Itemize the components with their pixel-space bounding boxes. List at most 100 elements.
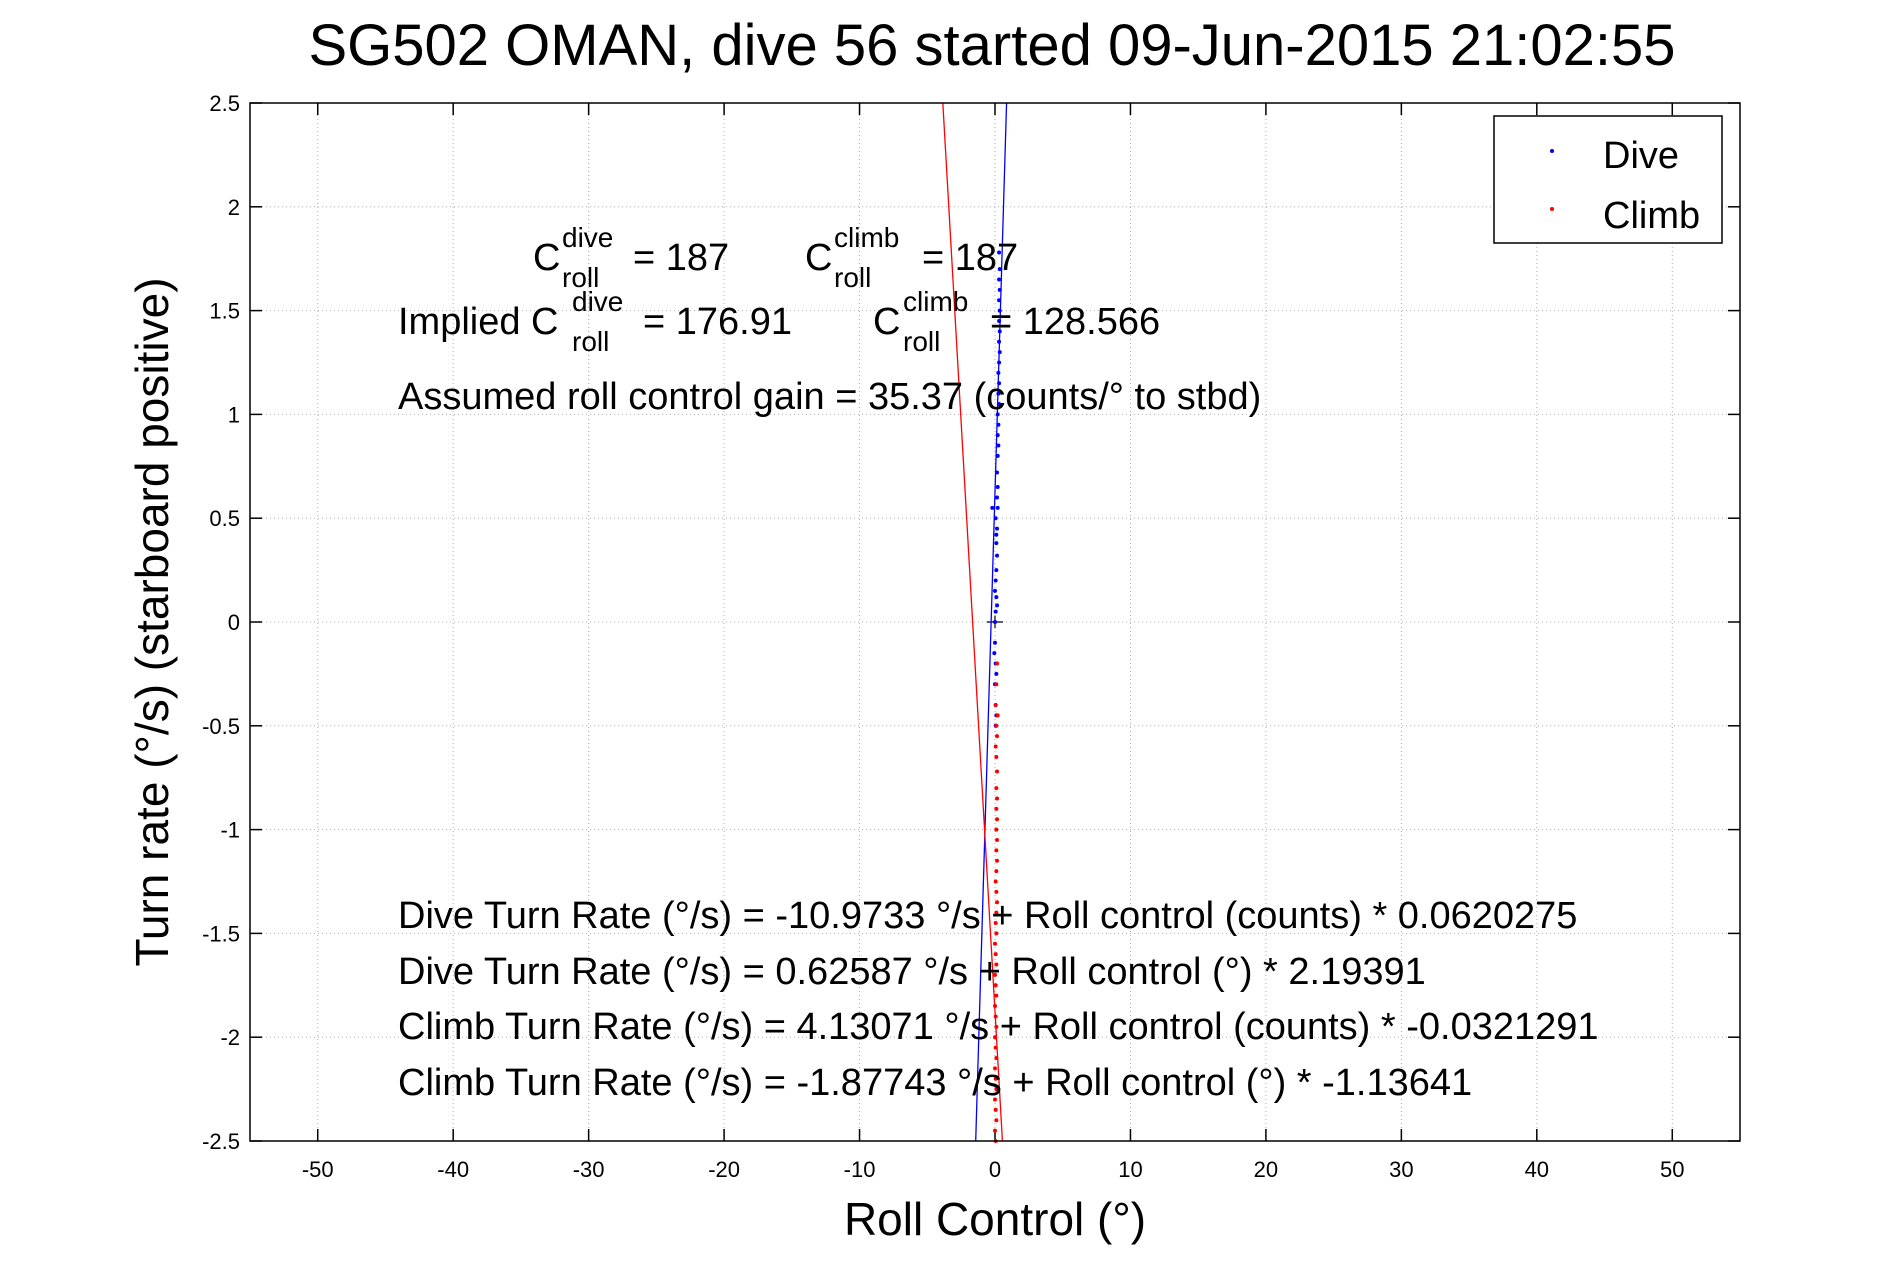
point-dive xyxy=(993,516,998,521)
point-climb xyxy=(993,921,998,926)
implied-dive-value: = 176.91 xyxy=(643,301,792,343)
point-climb xyxy=(993,1035,997,1040)
point-climb xyxy=(993,941,997,946)
equation-dive-degrees: Dive Turn Rate (°/s) = 0.62587 °/s + Rol… xyxy=(398,951,1426,993)
chart-title: SG502 OMAN, dive 56 started 09-Jun-2015 … xyxy=(308,13,1675,78)
point-climb xyxy=(994,723,999,728)
point-dive xyxy=(990,505,995,510)
y-tick-label: -1.5 xyxy=(202,921,240,946)
x-tick-label: -20 xyxy=(708,1157,740,1182)
point-climb xyxy=(994,869,999,874)
y-tick-label: 0.5 xyxy=(209,506,240,531)
implied-dive-sup: dive xyxy=(572,286,623,317)
c-roll-climb-label: C xyxy=(805,237,832,279)
point-climb xyxy=(995,900,1000,905)
point-climb xyxy=(993,1014,998,1019)
point-climb xyxy=(994,962,999,967)
point-dive xyxy=(997,277,1002,282)
point-dive xyxy=(995,505,1000,510)
point-dive xyxy=(997,318,1002,323)
point-dive xyxy=(994,595,999,600)
point-climb xyxy=(993,703,998,708)
point-dive xyxy=(993,588,997,593)
point-climb xyxy=(993,1097,997,1102)
point-climb xyxy=(993,1107,998,1112)
x-tick-label: 10 xyxy=(1118,1157,1142,1182)
point-climb xyxy=(995,769,1000,774)
x-tick-label: 0 xyxy=(989,1157,1001,1182)
point-dive xyxy=(993,640,997,645)
y-tick-label: -2 xyxy=(220,1025,240,1050)
point-climb xyxy=(995,858,1000,863)
implied-climb-value: = 128.566 xyxy=(990,301,1160,343)
point-dive xyxy=(995,470,1000,475)
point-climb xyxy=(994,786,999,791)
point-dive xyxy=(994,671,999,676)
point-climb xyxy=(995,661,1000,666)
x-tick-label: 20 xyxy=(1254,1157,1278,1182)
axis-ticks: -50 -40 -30 -20 -10 0 10 20 30 40 50-2.5-2-1.5-1-0… xyxy=(202,91,1740,1182)
point-climb xyxy=(994,993,999,998)
point-dive xyxy=(996,391,1001,396)
fit-lines xyxy=(942,102,1008,1142)
fit-line-climb xyxy=(942,102,1004,1142)
y-tick-label: 1 xyxy=(228,402,240,427)
point-climb xyxy=(993,1066,997,1071)
point-dive xyxy=(997,250,1002,255)
point-dive xyxy=(997,308,1002,313)
point-climb xyxy=(994,1118,999,1123)
y-tick-label: -2.5 xyxy=(202,1129,240,1154)
point-climb xyxy=(993,1076,998,1081)
c-roll-climb-sub: roll xyxy=(834,262,871,293)
point-dive xyxy=(993,578,998,583)
y-tick-label: 1.5 xyxy=(209,299,240,324)
point-dive xyxy=(993,609,998,614)
point-dive xyxy=(997,339,1002,344)
equation-climb-counts: Climb Turn Rate (°/s) = 4.13071 °/s + Ro… xyxy=(398,1006,1599,1048)
data-points xyxy=(990,250,1002,1143)
point-dive xyxy=(995,526,1000,531)
point-dive xyxy=(992,651,997,656)
implied-dive-sub: roll xyxy=(572,326,609,357)
point-dive xyxy=(995,412,1000,417)
c-roll-dive-label: C xyxy=(533,237,560,279)
point-climb xyxy=(993,1004,997,1009)
implied-prefix: Implied C xyxy=(398,301,559,343)
legend: Dive Climb xyxy=(1493,115,1723,244)
point-climb xyxy=(994,827,999,832)
fit-equations: Dive Turn Rate (°/s) = -10.9733 °/s + Ro… xyxy=(398,895,1599,1104)
point-climb xyxy=(994,1055,999,1060)
point-climb xyxy=(994,1024,999,1029)
point-dive xyxy=(994,532,999,537)
y-tick-label: 0 xyxy=(228,610,240,635)
gain-annotation: Assumed roll control gain = 35.37 (count… xyxy=(398,376,1261,418)
point-climb xyxy=(995,817,1000,822)
x-axis-label: Roll Control (°) xyxy=(844,1193,1146,1245)
c-roll-dive-sub: roll xyxy=(562,262,599,293)
point-dive xyxy=(997,350,1002,355)
point-dive xyxy=(997,381,1002,386)
point-climb xyxy=(993,879,998,884)
y-tick-label: 2.5 xyxy=(209,91,240,116)
point-climb xyxy=(993,972,997,977)
x-tick-label: -10 xyxy=(844,1157,876,1182)
point-dive xyxy=(997,402,1002,407)
x-tick-label: -50 xyxy=(302,1157,334,1182)
point-dive xyxy=(995,453,1000,458)
c-roll-climb-value: = 187 xyxy=(922,237,1018,279)
point-dive xyxy=(993,620,997,624)
point-dive xyxy=(996,443,1001,448)
y-tick-label: -0.5 xyxy=(202,714,240,739)
implied-climb-sup: climb xyxy=(903,286,968,317)
point-climb xyxy=(993,952,998,957)
point-dive xyxy=(995,495,1000,500)
point-climb xyxy=(994,754,999,759)
point-dive xyxy=(995,433,1000,438)
point-climb xyxy=(993,983,998,988)
x-tick-label: -30 xyxy=(573,1157,605,1182)
c-roll-annotations: C dive roll = 187 C climb roll = 187 Imp… xyxy=(398,222,1261,418)
point-climb xyxy=(995,796,1000,801)
point-climb xyxy=(994,1087,999,1092)
point-climb xyxy=(994,806,999,811)
